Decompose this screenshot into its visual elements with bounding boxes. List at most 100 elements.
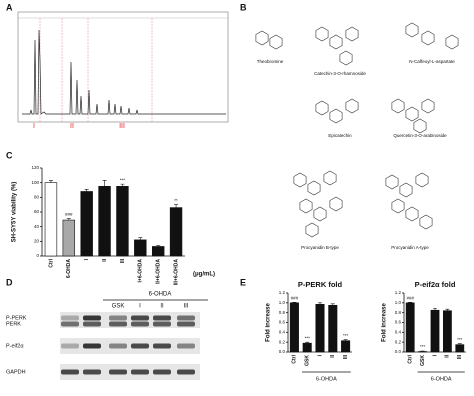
y-axis-label: Fold increase xyxy=(266,303,272,342)
error-bar xyxy=(102,180,107,187)
x-tick-label: Ctrl xyxy=(408,354,414,363)
bar xyxy=(443,310,452,353)
band xyxy=(177,321,195,327)
x-tick-label: II xyxy=(445,354,451,357)
compound-name: Catechin-3-O-rhamnoside xyxy=(314,71,366,76)
ring xyxy=(399,182,413,198)
lane-label: III xyxy=(183,304,188,310)
blot-box xyxy=(60,364,200,380)
ring xyxy=(391,98,405,114)
treatment-label: 6-OHDA xyxy=(149,292,172,298)
band xyxy=(131,369,149,375)
chart-title: P-eif2α fold xyxy=(415,280,456,289)
y-tick-label: 0.8 xyxy=(279,310,286,315)
bar xyxy=(405,302,415,353)
ring xyxy=(313,206,327,222)
lane-label: II xyxy=(160,304,164,310)
x-tick-label: III+6-OHDA xyxy=(173,259,179,286)
significance: *** xyxy=(343,333,349,338)
bar xyxy=(44,182,58,257)
ring xyxy=(345,98,359,114)
bar xyxy=(430,309,440,353)
row-label: GAPDH xyxy=(6,369,26,375)
compound-name: Theobromine xyxy=(257,59,284,64)
panel-letter: E xyxy=(240,277,246,287)
ring xyxy=(329,196,343,212)
ring xyxy=(445,34,459,50)
y-tick-label: 40 xyxy=(34,224,40,229)
x-tick-label: III xyxy=(457,354,463,359)
ring xyxy=(323,170,337,186)
x-tick-label: III xyxy=(343,354,349,359)
ring xyxy=(339,50,353,66)
ring xyxy=(329,34,343,50)
bar xyxy=(455,344,465,353)
y-tick-label: 80 xyxy=(34,195,40,200)
ring xyxy=(293,172,307,188)
ring xyxy=(299,198,313,214)
ring xyxy=(405,106,419,122)
y-tick-label: 120 xyxy=(31,165,39,170)
error-bar xyxy=(433,307,437,311)
x-tick-label: I xyxy=(84,258,90,260)
compound-name: Epicatechin xyxy=(328,133,352,138)
band xyxy=(109,315,127,321)
error-bar xyxy=(445,308,450,311)
error-bar xyxy=(120,183,125,187)
band xyxy=(177,315,195,321)
y-tick-label: 1.0 xyxy=(395,300,402,305)
ring xyxy=(315,26,329,42)
band xyxy=(153,369,171,375)
x-tick-label: I+6-OHDA xyxy=(138,259,144,283)
x-tick-label: III xyxy=(120,258,126,263)
band xyxy=(153,343,171,349)
region-label: II xyxy=(70,123,74,130)
lane-label: GSK xyxy=(112,304,125,310)
ring xyxy=(415,172,429,188)
panel-letter: A xyxy=(6,2,13,12)
error-bar xyxy=(138,237,143,240)
ring xyxy=(255,30,269,46)
significance: *** xyxy=(420,344,426,349)
band xyxy=(177,343,195,349)
chart-title: P-PERK fold xyxy=(298,280,343,289)
band xyxy=(153,315,171,321)
group-label: 6-OHDA xyxy=(316,376,337,382)
y-tick-label: 0.4 xyxy=(395,330,402,335)
y-axis-label: SH-SY5Y viability (%) xyxy=(12,182,18,243)
significance: ### xyxy=(406,296,414,301)
band xyxy=(83,343,101,349)
compound-name: Procyanidin A-type xyxy=(391,245,429,250)
ring xyxy=(315,100,329,116)
band xyxy=(61,321,79,327)
error-bar xyxy=(156,245,161,247)
bar xyxy=(328,304,338,353)
y-axis-label: Fold increase xyxy=(382,303,388,342)
ring xyxy=(421,98,435,114)
bar xyxy=(80,191,93,257)
y-tick-label: 1.2 xyxy=(279,290,286,295)
compound-name: Quercetin-3-O-arabinoside xyxy=(393,133,447,138)
band xyxy=(109,321,127,327)
chromatogram: I II III xyxy=(17,11,229,130)
error-bar xyxy=(318,302,322,305)
bar xyxy=(62,219,76,257)
significance: ### xyxy=(291,296,299,301)
y-tick-label: 1.0 xyxy=(279,300,286,305)
ring xyxy=(413,118,427,134)
band xyxy=(177,369,195,375)
y-tick-label: 0.0 xyxy=(279,349,286,354)
western-blot: 6-OHDA xyxy=(103,292,208,301)
band xyxy=(131,315,149,321)
ring xyxy=(305,222,319,238)
band xyxy=(109,369,127,375)
ring xyxy=(269,34,283,50)
band xyxy=(131,321,149,327)
error-bar xyxy=(66,218,71,221)
x-tick-label: GSK xyxy=(420,355,426,366)
significance: *** xyxy=(305,335,311,340)
significance: *** xyxy=(120,177,126,182)
x-tick-label: II xyxy=(330,354,336,357)
band xyxy=(153,321,171,327)
significance: *** xyxy=(457,337,463,342)
